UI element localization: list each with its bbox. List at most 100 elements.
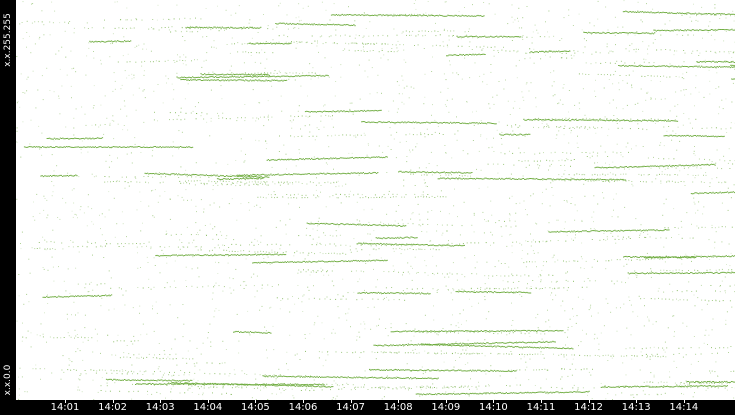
data-point [161,255,163,257]
data-point [168,18,170,20]
data-point [576,173,578,175]
data-point [67,296,69,298]
data-point [259,374,261,376]
data-point [315,173,318,175]
data-point [442,273,443,275]
data-point [150,379,152,381]
data-point [717,387,719,389]
data-point [492,370,494,372]
data-point [717,352,718,354]
data-point [430,330,432,332]
data-point [699,382,702,383]
data-point [535,51,537,53]
data-point [535,330,538,332]
data-point [689,165,691,167]
data-point [395,44,397,46]
data-point [688,270,689,271]
data-point [253,332,255,334]
data-point [720,285,721,287]
data-point [285,41,287,43]
data-point [209,255,211,256]
data-point [277,75,279,77]
data-point [274,384,276,386]
data-point [692,174,694,176]
data-point [206,26,208,28]
data-point [96,295,98,297]
data-point [633,49,635,51]
data-point [284,254,287,256]
data-point [405,134,407,136]
data-point [337,261,339,263]
data-point [158,173,161,175]
data-point [259,262,261,264]
data-point [595,119,597,121]
data-point [582,118,584,120]
data-point [697,387,699,389]
data-point [272,52,274,54]
data-point [204,175,206,177]
data-point [113,146,116,148]
data-point [143,379,145,381]
data-point [637,273,639,274]
data-point [137,390,139,392]
data-point [615,32,617,34]
data-point [505,392,507,394]
data-point [695,381,697,383]
data-point [521,353,523,355]
data-point [336,110,338,112]
data-point [693,385,695,387]
data-point [296,75,298,77]
data-point [729,300,731,302]
data-point [333,223,335,225]
data-point [315,383,317,385]
data-point [89,138,92,140]
data-point [688,164,690,166]
data-point [387,51,389,53]
data-point [518,160,520,162]
data-point [281,383,283,385]
data-point [344,111,346,113]
data-point [558,287,560,289]
data-point [463,289,465,291]
data-point [344,34,346,36]
data-point [521,160,523,162]
data-point [380,345,382,346]
data-point [375,259,377,261]
data-point [269,332,271,334]
data-point [161,146,164,148]
data-point [317,377,319,378]
data-point [193,79,195,81]
data-point [109,390,111,392]
data-point [128,371,129,373]
data-point [117,61,119,63]
data-point [504,370,506,372]
data-point [559,119,561,121]
data-point [700,353,702,355]
data-point [595,230,597,232]
data-point [376,377,378,379]
data-point [308,72,310,74]
data-point [415,244,417,245]
data-point [272,375,274,377]
data-point [380,14,382,16]
data-point [414,45,415,46]
data-point [345,14,347,16]
data-point [226,184,228,186]
data-point [370,377,372,378]
data-point [656,174,658,176]
data-point [552,51,554,53]
data-point [405,13,407,15]
data-point [312,261,314,263]
data-point [146,356,148,358]
data-point [402,31,404,33]
data-point [489,330,491,332]
data-point [390,134,392,136]
data-point [207,285,209,287]
data-point [372,259,374,261]
data-point [46,146,48,148]
data-point [255,27,257,29]
data-point [324,261,326,263]
data-point [384,14,387,16]
data-point [457,45,459,47]
data-point [150,61,151,63]
